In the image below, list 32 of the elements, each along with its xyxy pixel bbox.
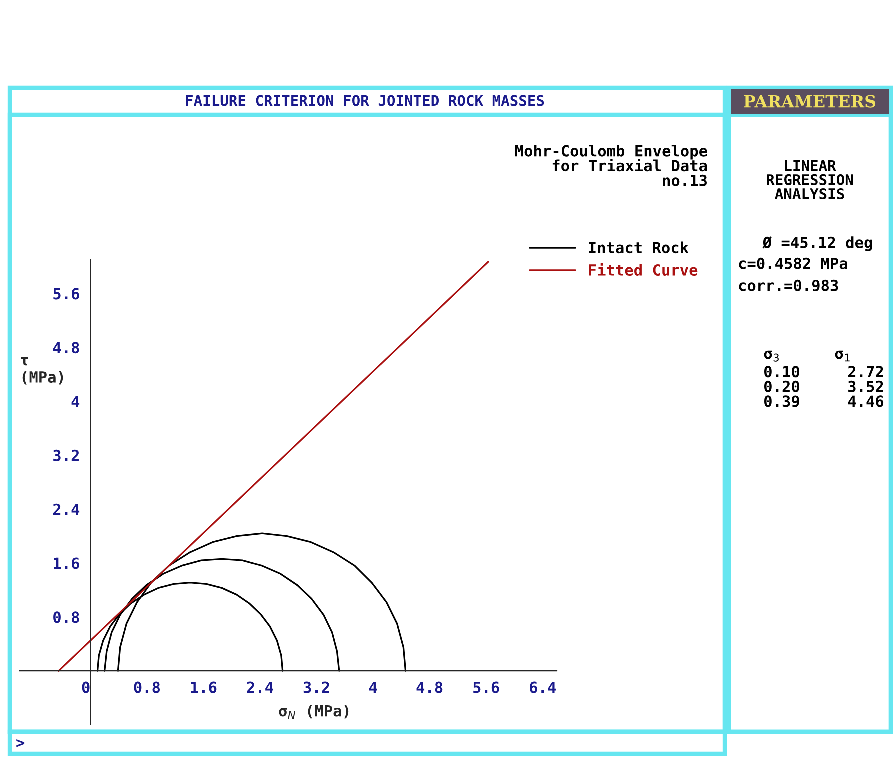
y-tick-label: 3.2 [54, 450, 79, 462]
x-tick-label: 0.8 [134, 682, 160, 694]
text: 2.72 3.52 4.46 [848, 366, 884, 408]
x-tick-label: 4 [369, 682, 378, 694]
text: 0.10 0.20 0.39 [764, 366, 800, 408]
x-tick-label: 5.6 [474, 682, 500, 694]
x-tick-label: 0 [82, 682, 90, 694]
legend-label: Fitted Curve [589, 263, 698, 276]
text: > [16, 739, 25, 748]
y-axis-title: τ (MPa) [21, 357, 64, 385]
y-tick-label: 4.8 [53, 342, 80, 354]
x-tick-label: 6.4 [530, 682, 556, 694]
x-axis-title: σ$_{N}$ (MPa) [279, 705, 349, 720]
y-tick-label: 2.4 [54, 504, 80, 516]
text: LINEAR REGRESSION ANALYSIS [767, 160, 854, 200]
text: σ$_{1}$ [835, 350, 850, 362]
y-tick-label: 5.6 [54, 288, 80, 300]
text: Mohr-Coulomb Envelope for Triaxial Data no.13 [515, 145, 708, 186]
text: c=0.4582 MPa [739, 258, 848, 270]
y-tick-label: 0.8 [54, 612, 80, 624]
text: σ$_{3}$ [764, 350, 779, 362]
x-tick-label: 2.4 [247, 682, 274, 694]
text: corr.=0.983 [739, 280, 838, 292]
text: Ø =45.12 deg [762, 236, 872, 252]
text: PARAMETERS [744, 95, 876, 108]
y-tick-label: 1.6 [54, 558, 80, 570]
y-tick-label: 4 [72, 396, 80, 408]
x-tick-label: 1.6 [191, 682, 217, 694]
x-tick-label: 4.8 [416, 682, 443, 694]
legend-label: Intact Rock [589, 242, 689, 254]
x-tick-label: 3.2 [304, 682, 330, 694]
chart-title: FAILURE CRITERION FOR JOINTED ROCK MASSES [186, 95, 544, 106]
